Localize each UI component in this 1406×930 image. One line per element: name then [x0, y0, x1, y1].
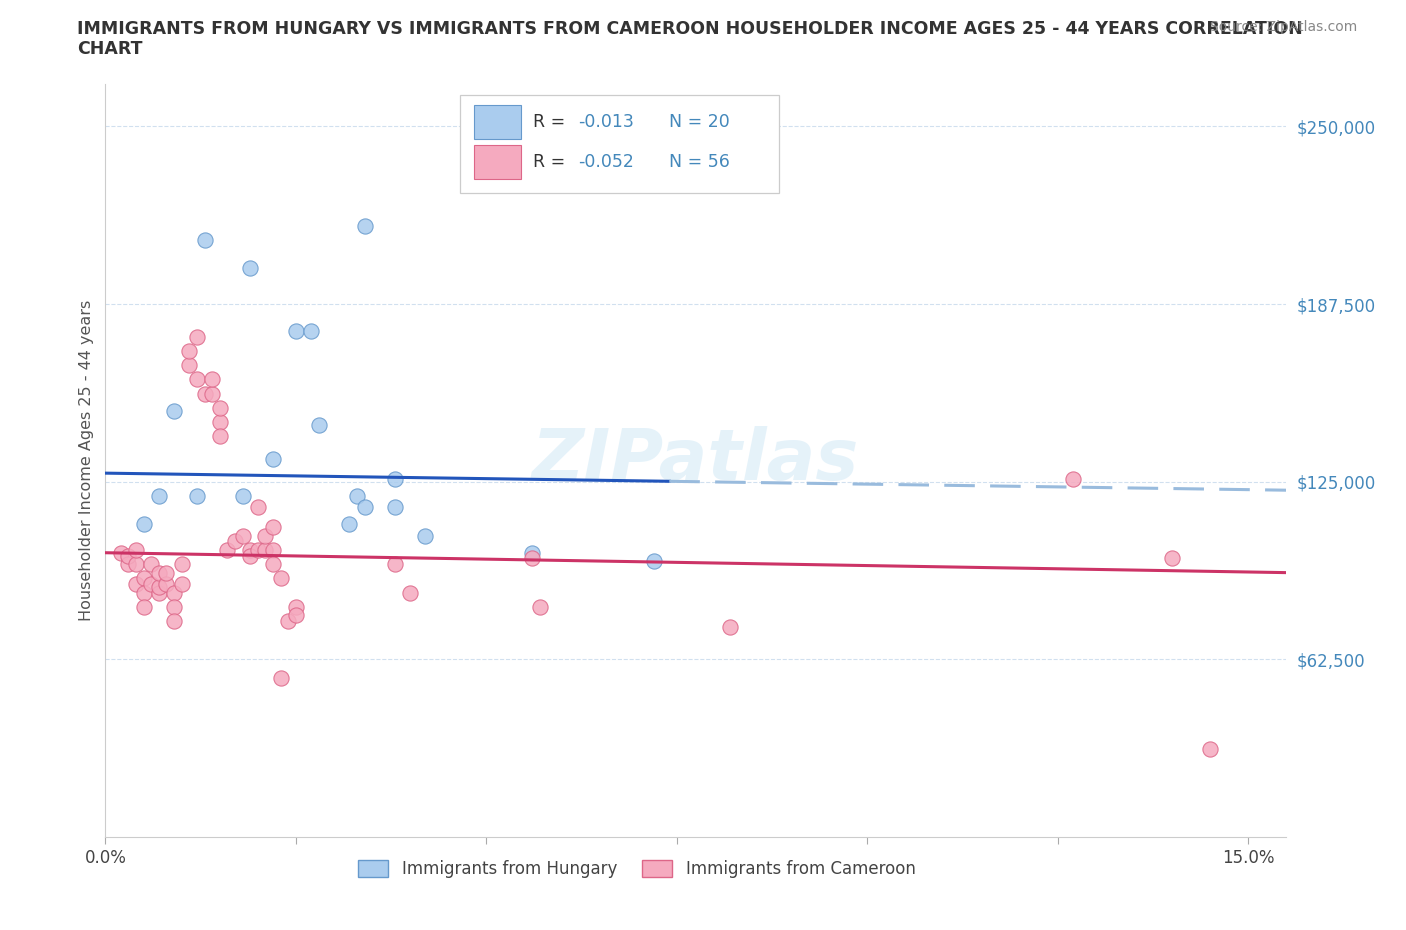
Point [254, 528, 277, 543]
Point [399, 585, 422, 600]
Point [1161, 551, 1184, 565]
FancyBboxPatch shape [474, 145, 522, 179]
Point [346, 488, 368, 503]
Point [232, 528, 254, 543]
Point [155, 577, 177, 591]
Point [117, 548, 139, 563]
Text: -0.013: -0.013 [578, 113, 634, 131]
Point [520, 545, 543, 560]
Point [270, 571, 292, 586]
Point [353, 499, 375, 514]
Point [308, 418, 330, 432]
FancyBboxPatch shape [460, 95, 779, 193]
Point [148, 488, 170, 503]
Point [186, 372, 208, 387]
Text: ZIPatlas: ZIPatlas [533, 426, 859, 495]
Point [353, 219, 375, 233]
Text: CHART: CHART [77, 40, 143, 58]
Point [110, 545, 132, 560]
Point [186, 488, 208, 503]
Point [163, 614, 186, 629]
Point [163, 585, 186, 600]
Point [201, 372, 224, 387]
Point [529, 599, 551, 614]
Point [148, 565, 170, 580]
Point [284, 608, 307, 623]
Text: -0.052: -0.052 [578, 153, 634, 171]
Point [1199, 741, 1222, 756]
Point [208, 400, 231, 415]
Point [239, 261, 262, 276]
Point [170, 577, 193, 591]
Point [148, 579, 170, 594]
Point [262, 520, 284, 535]
Point [246, 499, 269, 514]
Text: R =: R = [533, 153, 571, 171]
Point [125, 577, 148, 591]
Point [208, 429, 231, 444]
Point [415, 528, 437, 543]
Point [132, 517, 155, 532]
Point [520, 551, 543, 565]
Point [163, 599, 186, 614]
Text: Source: ZipAtlas.com: Source: ZipAtlas.com [1209, 20, 1357, 34]
Point [246, 542, 269, 557]
Point [224, 534, 246, 549]
Text: IMMIGRANTS FROM HUNGARY VS IMMIGRANTS FROM CAMEROON HOUSEHOLDER INCOME AGES 25 -: IMMIGRANTS FROM HUNGARY VS IMMIGRANTS FR… [77, 20, 1303, 38]
Point [718, 619, 741, 634]
Point [284, 599, 307, 614]
Point [148, 585, 170, 600]
Point [277, 614, 299, 629]
Point [179, 358, 201, 373]
Point [155, 565, 177, 580]
Point [179, 343, 201, 358]
Point [193, 386, 215, 401]
Point [125, 542, 148, 557]
Point [170, 557, 193, 572]
Point [141, 577, 163, 591]
Point [239, 542, 262, 557]
Text: N = 56: N = 56 [669, 153, 730, 171]
Point [186, 329, 208, 344]
Point [270, 671, 292, 685]
Text: N = 20: N = 20 [669, 113, 730, 131]
Point [132, 599, 155, 614]
Point [337, 517, 360, 532]
Y-axis label: Householder Income Ages 25 - 44 years: Householder Income Ages 25 - 44 years [79, 299, 94, 621]
Point [384, 472, 406, 486]
Point [125, 557, 148, 572]
Point [262, 451, 284, 466]
Point [117, 557, 139, 572]
Point [141, 557, 163, 572]
Point [262, 557, 284, 572]
Point [1062, 472, 1084, 486]
Text: R =: R = [533, 113, 571, 131]
Point [254, 542, 277, 557]
Point [163, 404, 186, 418]
Point [239, 548, 262, 563]
Legend: Immigrants from Hungary, Immigrants from Cameroon: Immigrants from Hungary, Immigrants from… [352, 854, 922, 885]
Point [132, 585, 155, 600]
Point [232, 488, 254, 503]
Point [299, 324, 322, 339]
Point [193, 232, 215, 247]
Point [132, 571, 155, 586]
Point [384, 557, 406, 572]
Point [284, 324, 307, 339]
Point [643, 554, 665, 569]
Point [217, 542, 239, 557]
Point [262, 542, 284, 557]
Point [384, 499, 406, 514]
Point [201, 386, 224, 401]
FancyBboxPatch shape [474, 105, 522, 140]
Point [208, 415, 231, 430]
